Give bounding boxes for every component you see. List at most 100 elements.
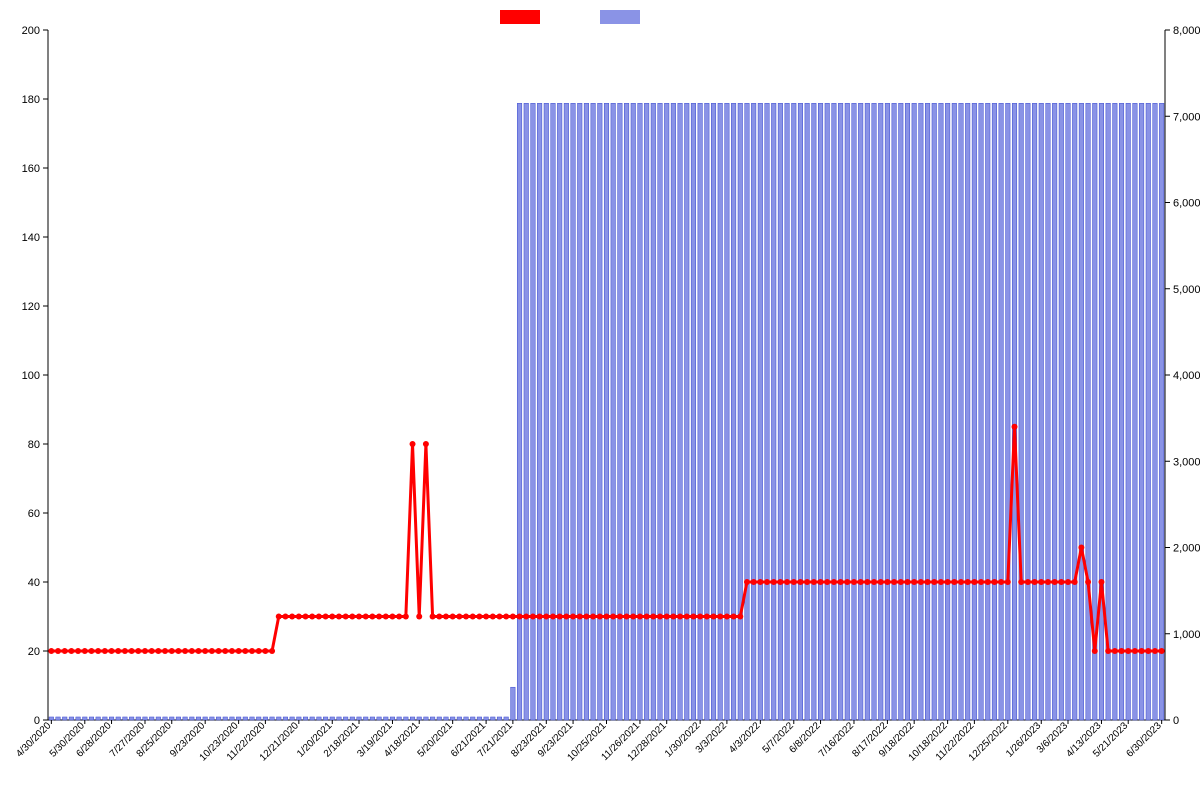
line-marker	[1145, 648, 1151, 654]
line-marker	[530, 614, 536, 620]
bar	[116, 717, 121, 720]
bar	[598, 103, 603, 720]
line-marker	[1132, 648, 1138, 654]
line-marker	[1032, 579, 1038, 585]
bar	[571, 103, 576, 720]
line-marker	[557, 614, 563, 620]
line-marker	[423, 441, 429, 447]
line-marker	[784, 579, 790, 585]
bar	[664, 103, 669, 720]
bar	[698, 103, 703, 720]
bar	[457, 717, 462, 720]
bar	[491, 717, 496, 720]
line-marker	[670, 614, 676, 620]
line-marker	[1038, 579, 1044, 585]
bar	[885, 103, 890, 720]
line-marker	[878, 579, 884, 585]
line-marker	[838, 579, 844, 585]
bar	[624, 103, 629, 720]
line-marker	[664, 614, 670, 620]
bar	[725, 103, 730, 720]
bar	[1032, 103, 1037, 720]
line-marker	[804, 579, 810, 585]
line-marker	[356, 614, 362, 620]
line-marker	[751, 579, 757, 585]
line-marker	[818, 579, 824, 585]
svg-text:2,000: 2,000	[1173, 543, 1200, 555]
bar	[290, 717, 295, 720]
line-marker	[430, 614, 436, 620]
bar	[1066, 103, 1071, 720]
line-marker	[630, 614, 636, 620]
svg-text:6,000: 6,000	[1173, 198, 1200, 210]
line-marker	[129, 648, 135, 654]
bar	[985, 103, 990, 720]
line-marker	[115, 648, 121, 654]
bar	[939, 103, 944, 720]
line-marker	[1045, 579, 1051, 585]
line-marker	[931, 579, 937, 585]
line-marker	[483, 614, 489, 620]
line-marker	[517, 614, 523, 620]
line-marker	[496, 614, 502, 620]
bar	[778, 103, 783, 720]
bar	[350, 717, 355, 720]
line-marker	[416, 614, 422, 620]
line-marker	[102, 648, 108, 654]
line-marker	[898, 579, 904, 585]
bar	[149, 717, 154, 720]
line-marker	[269, 648, 275, 654]
bar	[1099, 103, 1104, 720]
bar	[577, 103, 582, 720]
bar	[1139, 103, 1144, 720]
bar	[959, 103, 964, 720]
line-marker	[991, 579, 997, 585]
line-marker	[1152, 648, 1158, 654]
bar	[644, 103, 649, 720]
line-marker	[470, 614, 476, 620]
bar	[504, 717, 509, 720]
line-marker	[303, 614, 309, 620]
svg-text:20: 20	[28, 646, 40, 658]
line-marker	[871, 579, 877, 585]
bar	[1019, 103, 1024, 720]
line-marker	[978, 579, 984, 585]
line-marker	[410, 441, 416, 447]
line-marker	[911, 579, 917, 585]
bar	[1026, 103, 1031, 720]
svg-text:180: 180	[22, 94, 40, 106]
bar	[437, 717, 442, 720]
svg-text:8,000: 8,000	[1173, 25, 1200, 37]
bar	[397, 717, 402, 720]
line-marker	[570, 614, 576, 620]
bar	[143, 717, 148, 720]
bar	[56, 717, 61, 720]
bar	[812, 103, 817, 720]
bar	[825, 103, 830, 720]
svg-text:0: 0	[1173, 715, 1179, 727]
line-marker	[537, 614, 543, 620]
line-marker	[229, 648, 235, 654]
svg-text:40: 40	[28, 577, 40, 589]
line-marker	[1018, 579, 1024, 585]
bar	[932, 103, 937, 720]
line-marker	[1085, 579, 1091, 585]
line-marker	[657, 614, 663, 620]
line-marker	[443, 614, 449, 620]
bar	[544, 103, 549, 720]
line-marker	[369, 614, 375, 620]
line-marker	[1112, 648, 1118, 654]
bar	[658, 103, 663, 720]
bar	[317, 717, 322, 720]
line-marker	[1012, 424, 1018, 430]
bar	[557, 103, 562, 720]
line-marker	[951, 579, 957, 585]
bar	[899, 103, 904, 720]
line-marker	[236, 648, 242, 654]
svg-text:0: 0	[34, 715, 40, 727]
line-marker	[771, 579, 777, 585]
svg-text:120: 120	[22, 301, 40, 313]
bar	[263, 717, 268, 720]
bar	[872, 103, 877, 720]
line-marker	[68, 648, 74, 654]
